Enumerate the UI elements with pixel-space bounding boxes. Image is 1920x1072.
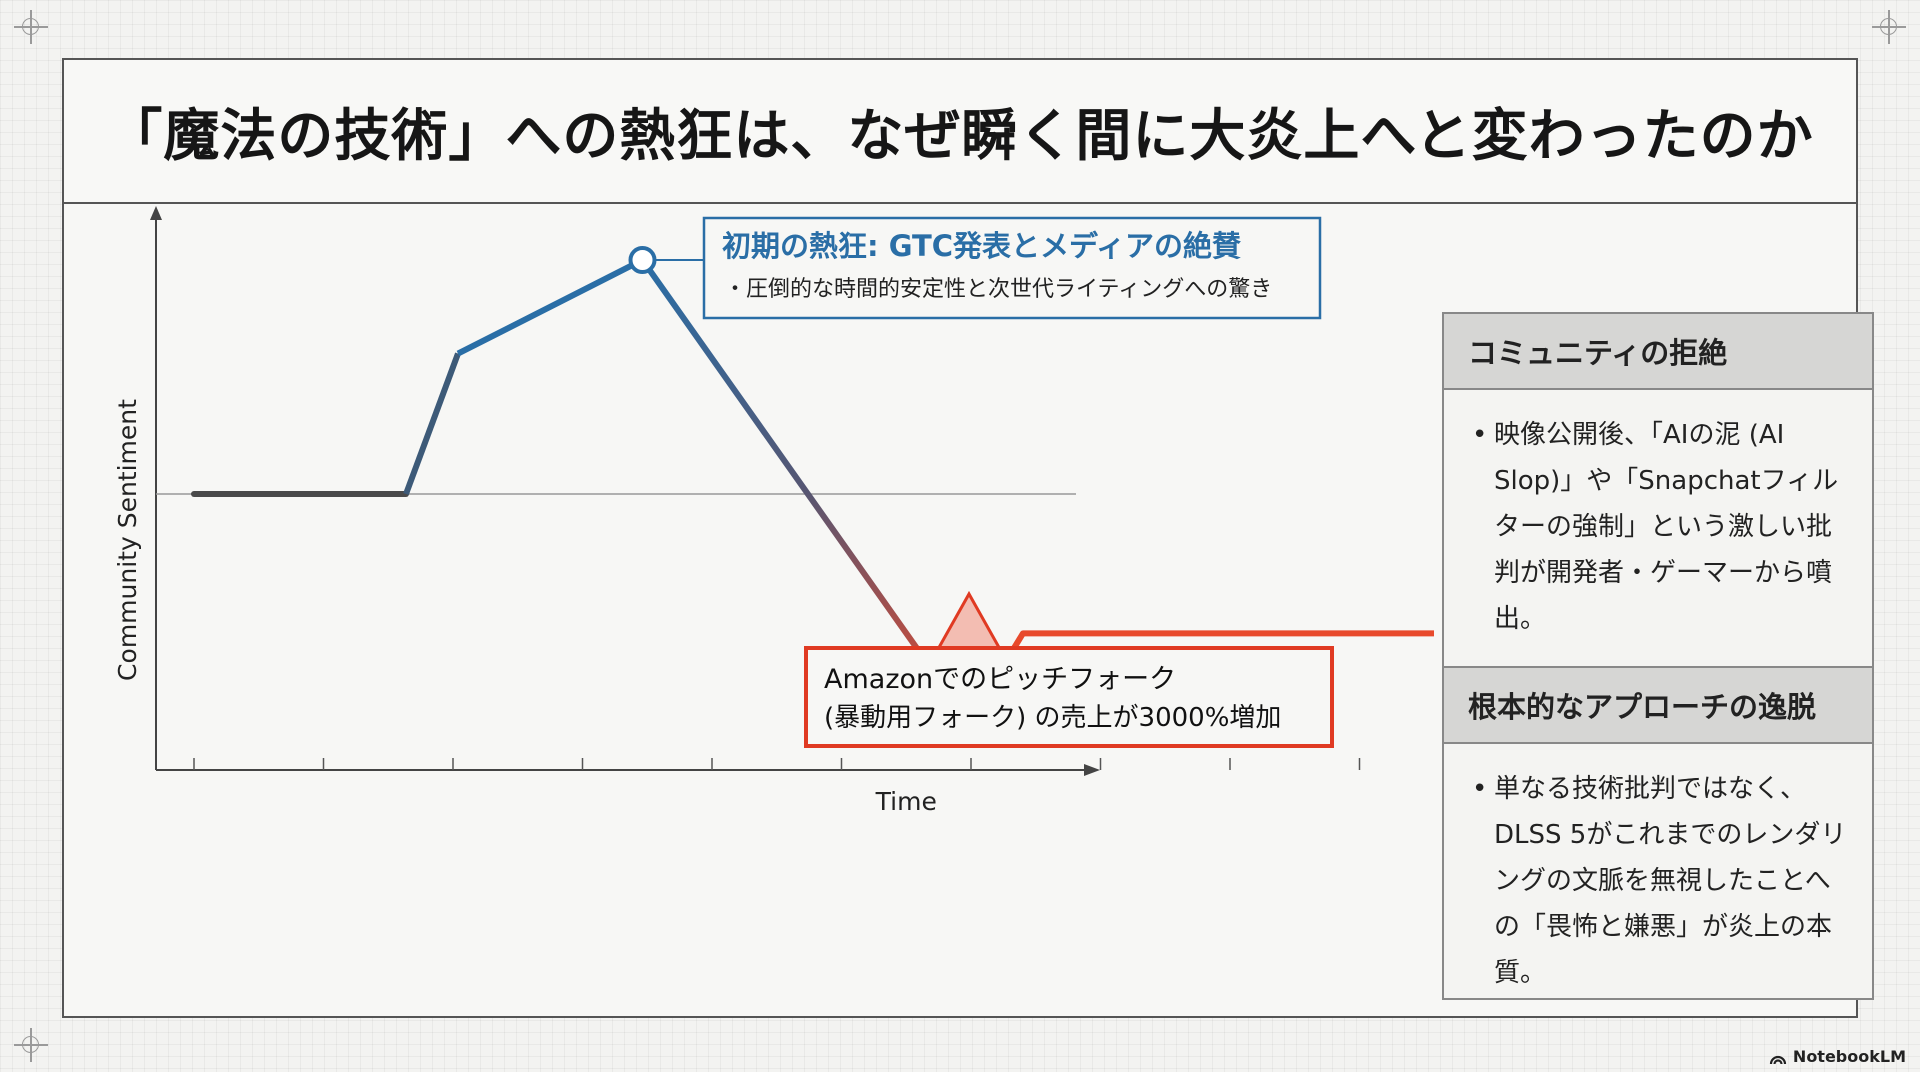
title-band: 「魔法の技術」への熱狂は、なぜ瞬く間に大炎上へと変わったのか xyxy=(64,60,1856,204)
peak-point-marker xyxy=(628,246,657,274)
notebooklm-logo-icon xyxy=(1769,1050,1787,1064)
x-axis-label: Time xyxy=(875,787,937,816)
sentiment-chart: Time Community Sentiment 初期の熱狂: GTC発表とメディア… xyxy=(113,206,1434,816)
y-axis-label: Community Sentiment xyxy=(113,399,142,681)
annotation-pitchfork-line1: Amazonでのピッチフォーク xyxy=(824,664,1176,695)
brand-name: NotebookLM xyxy=(1792,1047,1906,1066)
annotation-pitchfork-line2: (暴動用フォーク) の売上が3000%増加 xyxy=(824,703,1281,733)
annotation-pitchfork-box xyxy=(804,646,1334,748)
panel-header: コミュニティの拒絶 xyxy=(1444,314,1872,390)
series-line-rise xyxy=(456,257,644,357)
slide-title: 「魔法の技術」への熱狂は、なぜ瞬く間に大炎上へと変わったのか xyxy=(106,103,1814,169)
panel-body: • 単なる技術批判ではなく、DLSS 5がこれまでのレンダリングの文脈を無視した… xyxy=(1444,744,1872,996)
panel-body: • 映像公開後、「AIの泥 (AI Slop)」や「Snapchatフィルターの… xyxy=(1444,390,1872,642)
y-axis-arrow-icon xyxy=(150,206,162,220)
slide-frame: 「魔法の技術」への熱狂は、なぜ瞬く間に大炎上へと変わったのか Time Commu… xyxy=(62,58,1874,1018)
panel-header: 根本的なアプローチの逸脱 xyxy=(1444,668,1872,744)
bullet-icon: • xyxy=(1472,774,1488,804)
bullet-icon: • xyxy=(1472,420,1488,450)
panel-text: 単なる技術批判ではなく、DLSS 5がこれまでのレンダリングの文脈を無視したこと… xyxy=(1494,774,1847,988)
series-line-transition xyxy=(403,352,461,496)
crop-mark-bottom-left xyxy=(14,1028,48,1062)
x-axis-arrow-icon xyxy=(1084,764,1100,776)
panel-community-rejection: コミュニティの拒絶 • 映像公開後、「AIの泥 (AI Slop)」や「Snap… xyxy=(1442,312,1874,668)
crop-mark-top-left xyxy=(14,10,48,44)
panel-approach-deviation: 根本的なアプローチの逸脱 • 単なる技術批判ではなく、DLSS 5がこれまでのレ… xyxy=(1442,666,1874,1000)
crop-mark-top-right xyxy=(1872,10,1906,44)
annotation-peak-text: ・圧倒的な時間的安定性と次世代ライティングへの驚き xyxy=(724,277,1272,302)
annotation-peak-box xyxy=(702,216,1322,320)
brand-watermark: NotebookLM xyxy=(1769,1047,1906,1066)
panel-text: 映像公開後、「AIの泥 (AI Slop)」や「Snapchatフィルターの強制… xyxy=(1494,420,1839,634)
annotation-peak-title: 初期の熱狂: GTC発表とメディアの絶賛 xyxy=(722,229,1241,263)
series-line-crash xyxy=(640,258,972,724)
